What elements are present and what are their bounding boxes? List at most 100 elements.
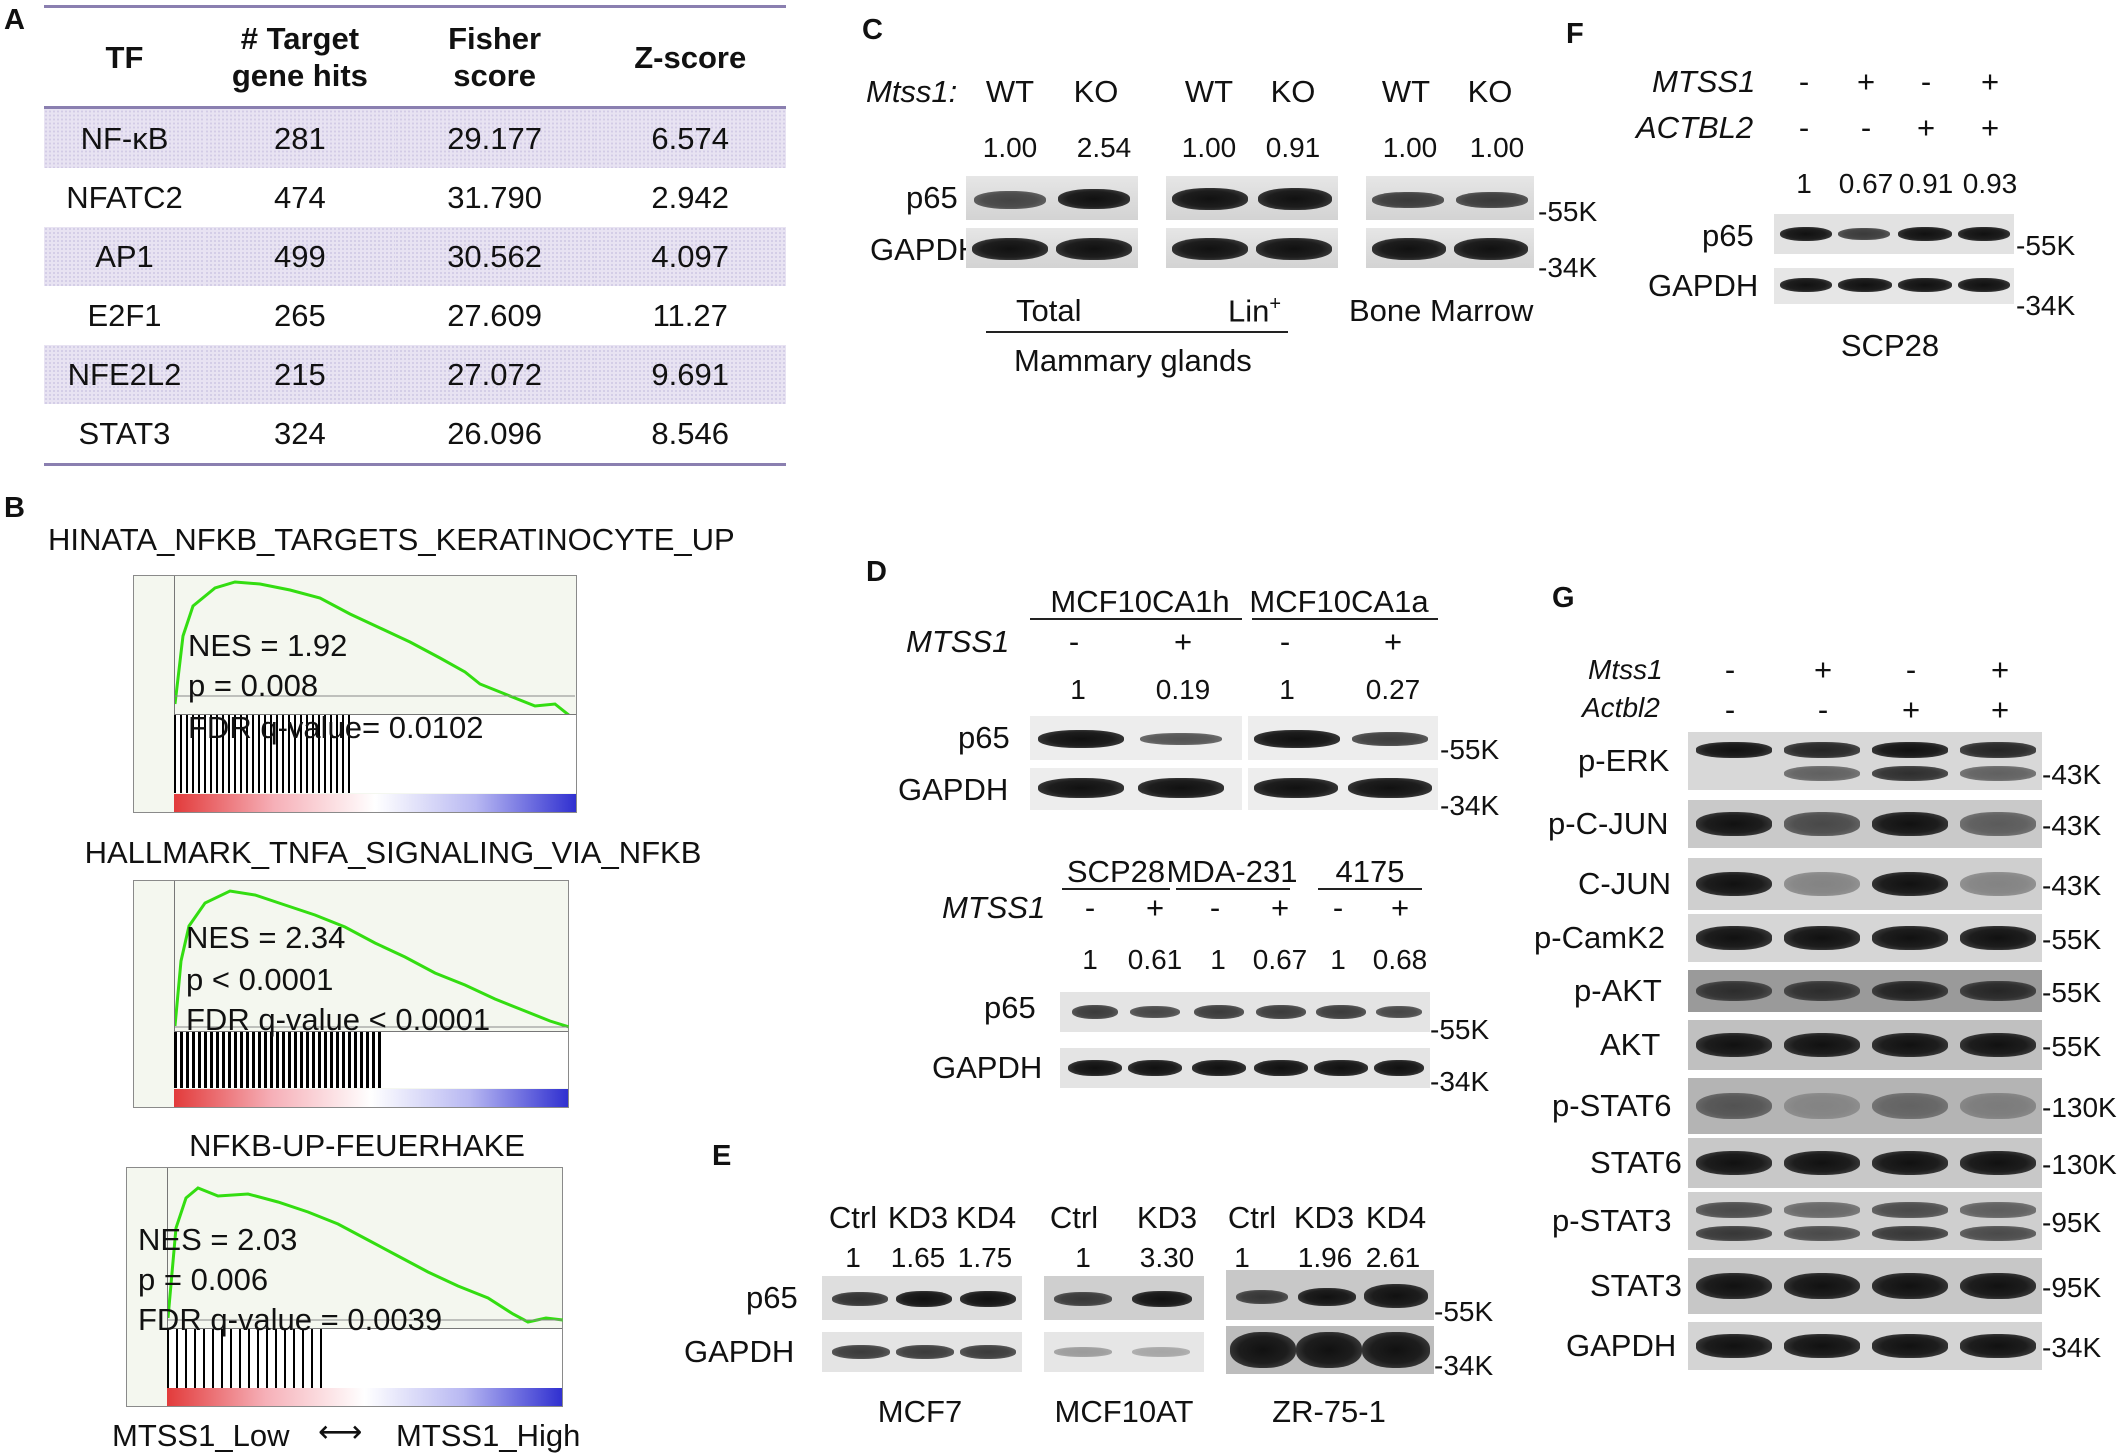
group-total: Total [1016, 293, 1082, 328]
lane-label: Ctrl [1049, 1200, 1099, 1235]
cell-line-label: SCP28 [1066, 854, 1166, 889]
row-label-c-jun: C-JUN [1578, 866, 1671, 901]
blot-band [1960, 742, 2036, 758]
row-label-p-akt: p-AKT [1574, 973, 1662, 1008]
gene-label-mtss1-g: Mtss1 [1588, 654, 1663, 685]
blot-band [1696, 980, 1772, 1002]
gsea-nes-2: NES = 2.34 [186, 920, 346, 955]
blot-band [1872, 926, 1948, 950]
row-label-p65: p65 [1702, 218, 1754, 253]
blot-band [1960, 926, 2036, 950]
quant-value: 1.00 [1469, 132, 1525, 163]
blot-band [1872, 1092, 1948, 1120]
gene-label-mtss1-c: Mtss1: [866, 74, 958, 109]
gsea-nes-1: NES = 1.92 [188, 628, 348, 663]
table-cell: 324 [204, 404, 395, 466]
lane-label: WT [1381, 74, 1431, 109]
row-label-p65: p65 [984, 990, 1036, 1025]
cell-line-label: MCF10AT [1054, 1394, 1194, 1429]
cell-line-label: ZR-75-1 [1272, 1394, 1386, 1429]
gene-label-mtss1-d: MTSS1 [906, 624, 1010, 659]
mw-marker: -95K [2042, 1272, 2102, 1303]
blot-band [1696, 871, 1772, 897]
gsea-plot-3 [126, 1167, 563, 1407]
sign: - [1905, 652, 1917, 687]
quant-value: 2.61 [1365, 1242, 1421, 1273]
table-row: NFE2L2 215 27.072 9.691 [44, 345, 786, 404]
gsea-hits-2 [174, 1031, 568, 1088]
sign: + [1145, 890, 1165, 925]
gsea-p-1: p = 0.008 [188, 668, 319, 703]
blot-band [1960, 1202, 2036, 1218]
row-label-stat6: STAT6 [1590, 1145, 1682, 1180]
row-label-p-stat6: p-STAT6 [1552, 1088, 1672, 1123]
blot-band [1872, 980, 1948, 1002]
mw-marker: -43K [2042, 759, 2102, 790]
sign: - [1920, 64, 1932, 99]
blot-band [1960, 1092, 2036, 1120]
table-cell: 11.27 [652, 297, 728, 333]
blot-strip [1688, 1192, 2042, 1250]
table-cell: NFE2L2 [44, 345, 205, 404]
blot-band [1784, 1202, 1860, 1218]
sign: + [1901, 692, 1921, 727]
blot-strip [1166, 228, 1338, 268]
blot-strip [1248, 768, 1438, 810]
blot-band [1784, 742, 1860, 758]
sign: - [1332, 890, 1344, 925]
gene-label-mtss1-d2: MTSS1 [942, 890, 1046, 925]
blot-strip [1030, 716, 1242, 760]
lane-label: KO [1073, 74, 1119, 109]
mw-marker: -55K [2042, 924, 2102, 955]
blot-strip [1688, 1078, 2042, 1134]
gene-label-actbl2-f: ACTBL2 [1636, 110, 1754, 145]
table-row: E2F1 265 27.609 11.27 [44, 286, 786, 345]
quant-value: 1.00 [1382, 132, 1438, 163]
sign: - [1068, 624, 1080, 659]
quant-value: 0.68 [1372, 944, 1428, 975]
cell-line-label: MCF7 [877, 1394, 963, 1429]
blot-band [1872, 812, 1948, 836]
blot-strip [1688, 1020, 2042, 1070]
quant-value: 1 [1234, 1242, 1250, 1273]
row-label-p65: p65 [746, 1280, 798, 1315]
blot-strip [1688, 732, 2042, 790]
header-fisher-score: Fisher score [394, 6, 595, 109]
lane-label: KD3 [1293, 1200, 1355, 1235]
mw-marker: -55K [2016, 230, 2076, 261]
blot-band [1696, 1272, 1772, 1300]
blot-band [1784, 1151, 1860, 1175]
cell-line-underline [1252, 618, 1438, 620]
gsea-plot-1 [133, 575, 577, 813]
blot-strip [1044, 1276, 1204, 1320]
sign: + [1173, 624, 1193, 659]
panel-label-e: E [712, 1140, 732, 1172]
row-label-p-erk: p-ERK [1578, 743, 1670, 778]
lane-label: Ctrl [828, 1200, 878, 1235]
blot-strip [966, 176, 1138, 220]
blot-band [1784, 871, 1860, 897]
sign: + [1270, 890, 1290, 925]
sign: + [1383, 624, 1403, 659]
row-label-gapdh: GAPDH [684, 1334, 795, 1369]
table-row: NF-κB 281 29.177 6.574 [44, 107, 786, 168]
blot-band [1960, 871, 2036, 897]
blot-band [1696, 1092, 1772, 1120]
blot-band [1872, 871, 1948, 897]
blot-band [1784, 1334, 1860, 1358]
quant-value: 0.93 [1962, 168, 2018, 199]
mw-marker: -34K [1434, 1350, 1494, 1381]
group-underline [986, 331, 1288, 333]
sign: - [1724, 692, 1736, 727]
group-bone-marrow: Bone Marrow [1349, 293, 1534, 328]
blot-strip [1366, 228, 1534, 268]
blot-band [1696, 1202, 1772, 1218]
gsea-nes-3: NES = 2.03 [138, 1222, 298, 1257]
gsea-hits-3 [167, 1328, 562, 1389]
sign: - [1798, 110, 1810, 145]
blot-strip [1366, 176, 1534, 220]
panel-label-b: B [4, 492, 25, 524]
gene-label-actbl2-g: Actbl2 [1582, 692, 1660, 723]
blot-band [1960, 812, 2036, 836]
lane-label: KO [1270, 74, 1316, 109]
